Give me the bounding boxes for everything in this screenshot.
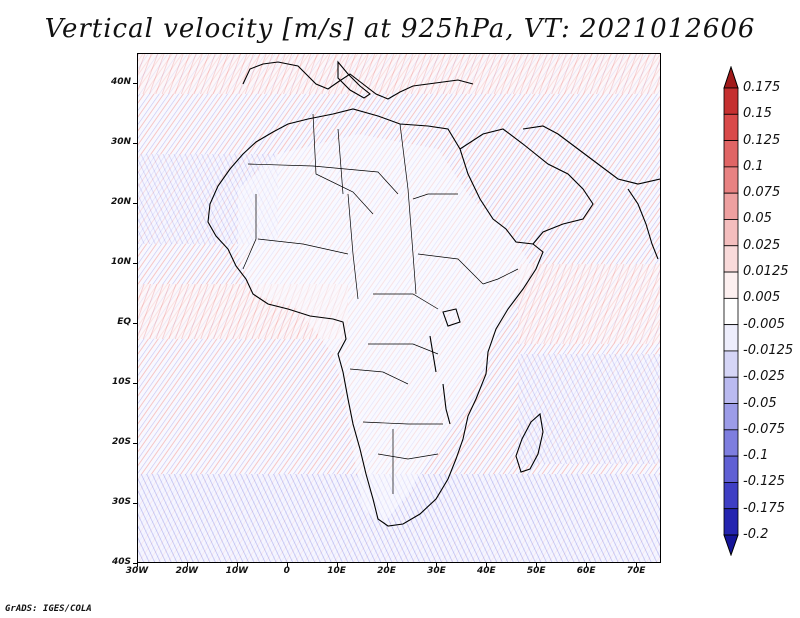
lat-label: 40N [110, 77, 131, 87]
lon-tick [436, 563, 438, 567]
colorbar-segment [723, 403, 739, 431]
colorbar-label: -0.1 [743, 448, 769, 464]
lat-label: 30N [110, 137, 131, 147]
coastlines [207, 60, 660, 527]
colorbar-segment [723, 140, 739, 168]
lat-tick [133, 503, 137, 504]
colorbar-segment [723, 324, 739, 352]
colorbar-label: 0.1 [743, 158, 764, 174]
lon-label: 30E [427, 566, 446, 576]
colorbar-label: 0.075 [743, 185, 781, 201]
colorbar-segment [723, 87, 739, 115]
colorbar-segment [723, 455, 739, 483]
colorbar-label: 0.125 [743, 132, 781, 148]
lat-label: 20N [110, 197, 131, 207]
lat-tick [133, 563, 137, 564]
map-plot-area [137, 53, 661, 563]
colorbar-label: -0.175 [743, 500, 785, 516]
colorbar-segment [723, 219, 739, 247]
colorbar-label: -0.025 [743, 369, 785, 385]
lon-label: 40E [476, 566, 496, 576]
colorbar-segment [723, 376, 739, 404]
colorbar-segment [723, 429, 739, 457]
colorbar-segment [723, 113, 739, 141]
vertical-velocity-map [138, 54, 660, 562]
lon-tick [486, 563, 488, 567]
colorbar-label: 0.005 [743, 290, 781, 306]
lat-label: EQ [117, 317, 131, 327]
lat-label: 10S [111, 377, 131, 387]
lon-label: 30W [125, 566, 149, 576]
colorbar [723, 66, 739, 556]
colorbar-label: -0.05 [743, 395, 777, 411]
lon-tick [586, 563, 588, 567]
lon-tick [137, 563, 138, 567]
lat-label: 20S [111, 437, 131, 447]
colorbar-label: 0.05 [743, 211, 772, 227]
colorbar-max-arrow [723, 66, 739, 89]
lon-tick [536, 563, 538, 567]
colorbar-label: 0.15 [743, 106, 772, 122]
lat-label: 30S [111, 497, 131, 507]
colorbar-segment [723, 508, 739, 536]
colorbar-segment [723, 192, 739, 220]
lat-tick [133, 143, 137, 144]
colorbar-label: 0.175 [743, 80, 781, 95]
lat-tick [133, 263, 137, 264]
colorbar-label: -0.125 [743, 474, 785, 490]
lon-label: 20W [175, 566, 199, 576]
lat-tick [133, 323, 137, 324]
colorbar-label: -0.075 [743, 421, 785, 437]
lat-tick [133, 203, 137, 204]
lat-tick [133, 443, 137, 444]
colorbar-label: 0.0125 [743, 264, 789, 280]
lon-label: 60E [576, 566, 596, 576]
lon-tick [186, 563, 188, 567]
lon-label: 70E [626, 566, 646, 576]
colorbar-label: 0.025 [743, 237, 781, 253]
lon-label: 50E [526, 566, 546, 576]
colorbar-segment [723, 245, 739, 273]
colorbar-segment [723, 271, 739, 299]
colorbar-label: -0.0125 [743, 342, 794, 358]
colorbar-segment [723, 166, 739, 194]
chart-title: Vertical velocity [m/s] at 925hPa, VT: 2… [44, 14, 756, 44]
lat-tick [133, 83, 137, 84]
lat-tick [133, 383, 137, 384]
colorbar-segment [723, 482, 739, 510]
lat-label: 40S [111, 557, 131, 567]
lon-tick [336, 563, 338, 567]
country-borders [242, 113, 519, 494]
lon-label: 10E [327, 566, 346, 576]
lon-tick [286, 563, 288, 567]
colorbar-segment [723, 350, 739, 378]
lat-label: 10N [110, 257, 131, 267]
lon-tick [386, 563, 388, 567]
grads-credit: GrADS: IGES/COLA [5, 604, 92, 614]
lon-tick [636, 563, 638, 567]
colorbar-min-arrow [723, 534, 739, 556]
lon-label: 20E [377, 566, 396, 576]
colorbar-label: -0.005 [743, 316, 785, 332]
lon-label: 10W [225, 566, 249, 576]
colorbar-segment [723, 297, 739, 326]
lon-tick [236, 563, 238, 567]
colorbar-label: -0.2 [743, 527, 769, 542]
lon-label: 0 [283, 566, 290, 576]
